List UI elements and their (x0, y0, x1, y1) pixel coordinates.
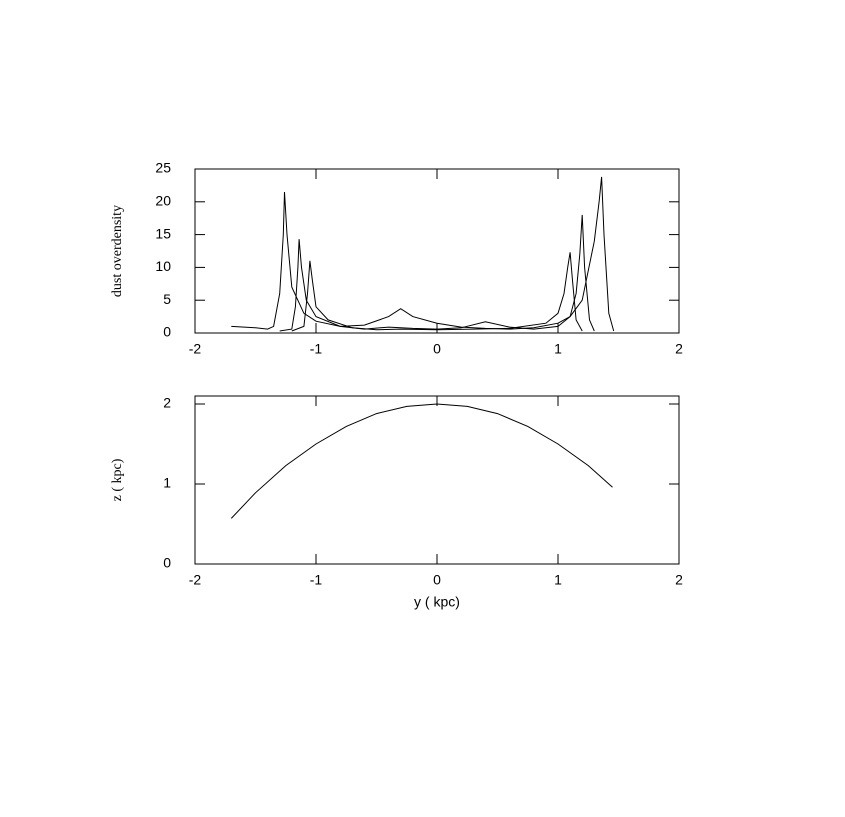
x-tick-label: -1 (310, 341, 323, 357)
y-axis-label: z ( kpc) (110, 458, 125, 501)
x-tick-label: -2 (189, 572, 202, 588)
x-tick-label: 2 (675, 572, 683, 588)
data-line (291, 252, 583, 332)
data-line (279, 214, 595, 332)
y-tick-label: 15 (155, 225, 171, 241)
x-tick-label: 1 (554, 341, 562, 357)
x-tick-label: 2 (675, 341, 683, 357)
y-tick-label: 0 (163, 324, 171, 340)
x-tick-label: -2 (189, 341, 202, 357)
y-tick-label: 20 (155, 193, 171, 209)
x-tick-label: 0 (433, 341, 441, 357)
y-tick-label: 0 (163, 555, 171, 571)
x-tick-label: 0 (433, 572, 441, 588)
y-tick-label: 10 (155, 258, 171, 274)
y-tick-label: 2 (163, 395, 171, 411)
y-tick-label: 1 (163, 475, 171, 491)
x-tick-label: 1 (554, 572, 562, 588)
data-line (230, 403, 613, 519)
x-axis-label: y ( kpc) (414, 594, 460, 610)
y-tick-label: 5 (163, 291, 171, 307)
data-line (231, 176, 615, 332)
x-tick-label: -1 (310, 572, 323, 588)
plot-frame (194, 395, 680, 565)
y-axis-label: dust overdensity (110, 205, 125, 297)
y-tick-label: 25 (155, 160, 171, 176)
plot-frame (194, 168, 680, 334)
